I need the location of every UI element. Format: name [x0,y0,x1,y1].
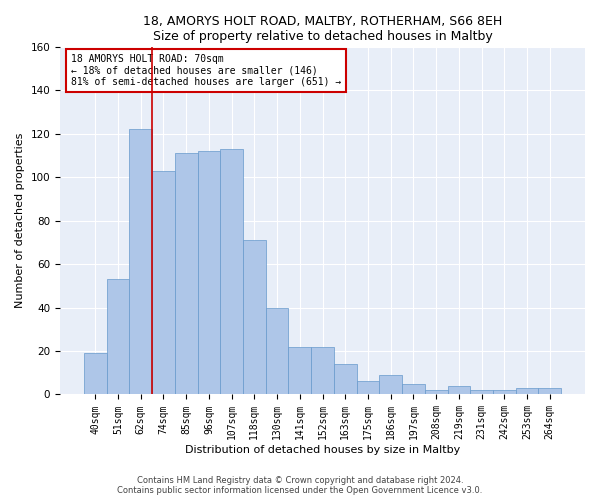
Bar [334,364,356,394]
Bar [356,382,379,394]
X-axis label: Distribution of detached houses by size in Maltby: Distribution of detached houses by size … [185,445,460,455]
Text: 18 AMORYS HOLT ROAD: 70sqm
← 18% of detached houses are smaller (146)
81% of sem: 18 AMORYS HOLT ROAD: 70sqm ← 18% of deta… [71,54,341,87]
Bar [538,388,561,394]
Bar [470,390,493,394]
Y-axis label: Number of detached properties: Number of detached properties [15,133,25,308]
Bar [175,154,197,394]
Bar [289,346,311,395]
Title: 18, AMORYS HOLT ROAD, MALTBY, ROTHERHAM, S66 8EH
Size of property relative to de: 18, AMORYS HOLT ROAD, MALTBY, ROTHERHAM,… [143,15,502,43]
Bar [107,280,130,394]
Bar [266,308,289,394]
Bar [448,386,470,394]
Bar [379,375,402,394]
Bar [493,390,515,394]
Bar [243,240,266,394]
Bar [130,130,152,394]
Bar [515,388,538,394]
Bar [425,390,448,394]
Text: Contains HM Land Registry data © Crown copyright and database right 2024.
Contai: Contains HM Land Registry data © Crown c… [118,476,482,495]
Bar [197,151,220,394]
Bar [402,384,425,394]
Bar [220,149,243,394]
Bar [152,171,175,394]
Bar [311,346,334,395]
Bar [84,353,107,395]
